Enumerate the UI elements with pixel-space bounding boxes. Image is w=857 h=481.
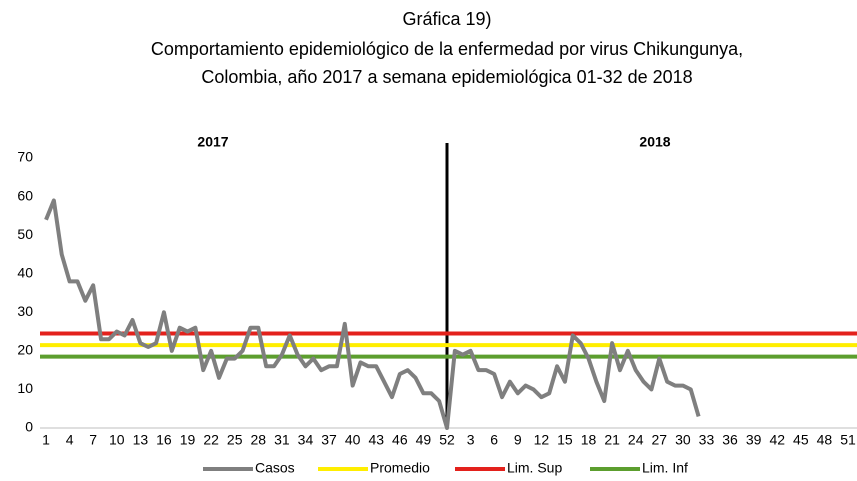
y-tick-label: 20 <box>17 342 33 358</box>
x-tick-label: 39 <box>746 432 762 448</box>
x-tick-label: 37 <box>321 432 337 448</box>
annotation: 2018 <box>639 134 670 150</box>
x-tick-label: 24 <box>628 432 644 448</box>
x-tick-label: 4 <box>66 432 74 448</box>
x-tick-label: 9 <box>514 432 522 448</box>
x-tick-label: 42 <box>769 432 785 448</box>
x-tick-label: 19 <box>180 432 196 448</box>
y-tick-label: 50 <box>17 226 33 242</box>
x-tick-label: 48 <box>817 432 833 448</box>
legend-label: Casos <box>255 460 295 476</box>
x-tick-label: 36 <box>722 432 738 448</box>
y-tick-label: 70 <box>17 149 33 165</box>
x-tick-label: 45 <box>793 432 809 448</box>
x-tick-label: 30 <box>675 432 691 448</box>
y-tick-label: 30 <box>17 303 33 319</box>
x-tick-label: 13 <box>133 432 149 448</box>
y-tick-label: 10 <box>17 380 33 396</box>
chart-title: Gráfica 19) <box>402 9 491 29</box>
x-tick-label: 28 <box>251 432 267 448</box>
x-tick-label: 15 <box>557 432 573 448</box>
x-tick-label: 16 <box>156 432 172 448</box>
x-tick-label: 52 <box>439 432 455 448</box>
series-line <box>44 198 701 430</box>
x-tick-label: 33 <box>699 432 715 448</box>
x-tick-label: 51 <box>840 432 856 448</box>
x-tick-label: 22 <box>203 432 219 448</box>
x-tick-label: 43 <box>368 432 384 448</box>
y-tick-label: 0 <box>25 419 33 435</box>
y-tick-label: 60 <box>17 187 33 203</box>
x-tick-label: 21 <box>604 432 620 448</box>
x-tick-label: 6 <box>490 432 498 448</box>
x-tick-label: 12 <box>534 432 550 448</box>
x-tick-label: 49 <box>416 432 432 448</box>
legend-label: Lim. Inf <box>642 460 688 476</box>
legend-label: Lim. Sup <box>507 460 562 476</box>
chart-subtitle: Comportamiento epidemiológico de la enfe… <box>151 39 743 59</box>
x-tick-label: 18 <box>581 432 597 448</box>
legend-label: Promedio <box>370 460 430 476</box>
x-tick-label: 34 <box>298 432 314 448</box>
y-tick-label: 40 <box>17 264 33 280</box>
annotation: 2017 <box>197 134 228 150</box>
x-tick-label: 3 <box>467 432 475 448</box>
x-tick-label: 1 <box>42 432 50 448</box>
x-tick-label: 10 <box>109 432 125 448</box>
x-tick-label: 27 <box>652 432 668 448</box>
x-tick-label: 25 <box>227 432 243 448</box>
x-tick-label: 40 <box>345 432 361 448</box>
x-tick-label: 31 <box>274 432 290 448</box>
chart-subtitle: Colombia, año 2017 a semana epidemiológi… <box>201 67 692 87</box>
x-tick-label: 7 <box>89 432 97 448</box>
x-tick-label: 46 <box>392 432 408 448</box>
